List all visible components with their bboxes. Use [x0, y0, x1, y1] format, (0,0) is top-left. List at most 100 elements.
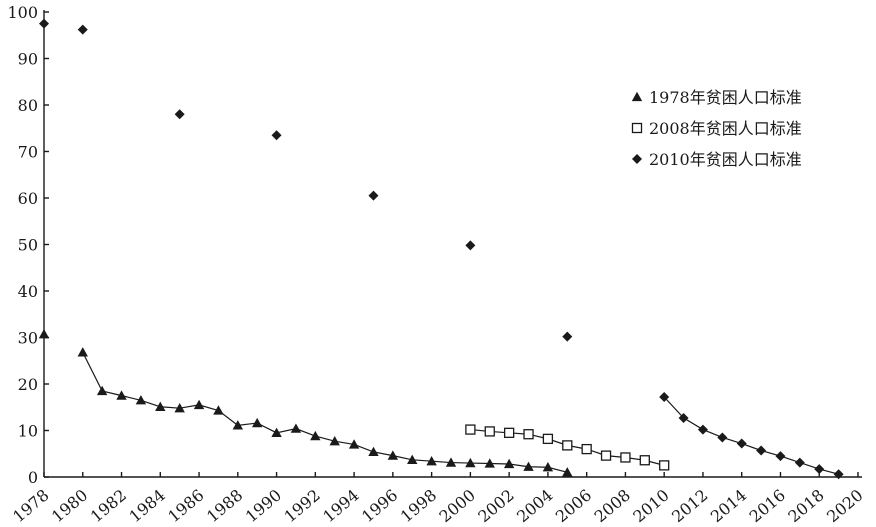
x-tick-label: 2000: [436, 486, 479, 527]
x-tick-label: 2020: [823, 486, 866, 527]
data-point-series-1: [310, 430, 321, 441]
data-point-series-3: [659, 392, 670, 403]
chart-axes: [43, 10, 862, 478]
x-tick-label: 1986: [164, 486, 207, 527]
x-tick-label: 1980: [48, 486, 91, 527]
data-point-series-3: [368, 190, 379, 201]
data-point-series-1: [348, 439, 360, 449]
data-point-series-1: [96, 385, 108, 396]
x-tick-label: 2014: [707, 486, 750, 527]
series-lines: [82, 352, 839, 475]
x-tick-label: 1988: [203, 486, 246, 527]
data-point-series-3: [794, 457, 805, 468]
x-tick-label: 1996: [358, 486, 401, 527]
data-point-series-1: [426, 455, 437, 466]
legend-label-2: 2008年贫困人口标准: [649, 119, 802, 138]
data-point-series-2: [600, 450, 612, 461]
y-tick-label: 50: [18, 236, 38, 255]
data-point-series-1: [77, 347, 88, 357]
data-point-series-3: [271, 130, 282, 141]
y-tick-label: 0: [28, 468, 38, 487]
data-point-series-2: [581, 443, 592, 455]
data-point-series-2: [659, 460, 670, 471]
x-tick-label: 2010: [629, 486, 672, 527]
data-point-series-1: [38, 329, 50, 339]
data-point-series-1: [135, 395, 147, 405]
data-point-series-1: [271, 427, 282, 437]
data-point-series-3: [697, 424, 708, 435]
y-tick-label: 90: [18, 50, 38, 69]
data-point-series-3: [174, 109, 185, 120]
y-tick-label: 60: [18, 189, 38, 208]
x-tick-label: 2006: [552, 486, 595, 527]
data-point-series-2: [562, 440, 573, 451]
x-tick-label: 1978: [9, 486, 52, 527]
x-tick-label: 1984: [125, 486, 168, 527]
data-point-series-3: [775, 451, 786, 462]
data-point-series-1: [368, 446, 379, 457]
data-point-series-1: [562, 467, 573, 477]
data-point-series-1: [387, 450, 399, 460]
series-line-3: [663, 396, 839, 475]
data-point-series-1: [155, 401, 166, 411]
data-point-series-3: [678, 412, 689, 423]
legend-marker-2: [631, 122, 643, 134]
x-tick-label: 2012: [668, 486, 711, 527]
x-tick-label: 2018: [784, 486, 827, 527]
data-point-series-1: [232, 420, 244, 430]
data-point-series-3: [562, 331, 573, 342]
data-point-series-2: [465, 424, 476, 435]
y-tick-label: 70: [18, 143, 38, 162]
data-point-series-1: [251, 417, 263, 428]
data-point-series-1: [523, 461, 534, 471]
x-tick-label: 1998: [397, 486, 440, 527]
data-point-series-1: [174, 402, 185, 413]
data-point-series-1: [290, 423, 302, 433]
x-tick-label: 1990: [242, 486, 285, 527]
x-tick-label: 2004: [513, 486, 556, 527]
x-tick-label: 1982: [87, 486, 130, 527]
chart-legend: 1978年贫困人口标准 2008年贫困人口标准 2010年贫困人口标准: [631, 88, 802, 169]
data-point-series-1: [484, 458, 495, 468]
legend-label-1: 1978年贫困人口标准: [649, 88, 802, 107]
data-point-series-1: [213, 405, 224, 415]
legend-label-3: 2010年贫困人口标准: [649, 150, 802, 169]
data-point-series-1: [445, 457, 457, 467]
data-point-series-2: [523, 429, 534, 440]
data-point-series-1: [503, 458, 515, 469]
x-tick-label: 1994: [319, 486, 362, 527]
data-point-series-2: [639, 455, 650, 466]
y-tick-label: 80: [18, 96, 38, 115]
y-tick-label: 40: [18, 282, 38, 301]
data-point-series-2: [542, 433, 554, 445]
x-axis-ticks: 1978198019821984198619881990199219941996…: [9, 472, 867, 527]
data-point-series-2: [620, 452, 631, 463]
data-point-series-1: [116, 390, 127, 400]
data-point-series-3: [39, 18, 49, 29]
legend-marker-3: [632, 154, 642, 164]
y-axis-ticks: 0 10 20 30 40 50 60 70 80 90 100: [7, 3, 49, 487]
data-point-series-1: [407, 454, 418, 464]
legend-marker-1: [631, 91, 643, 102]
data-point-series-2: [503, 427, 515, 438]
x-tick-label: 2016: [746, 486, 789, 527]
data-point-series-3: [833, 469, 844, 480]
y-tick-label: 10: [18, 422, 38, 441]
y-tick-label: 30: [18, 329, 38, 348]
y-tick-label: 100: [7, 3, 38, 22]
x-tick-label: 2002: [474, 486, 517, 527]
data-point-series-3: [814, 464, 825, 475]
data-point-series-3: [756, 445, 767, 456]
data-point-series-3: [465, 240, 476, 251]
series-line-1: [82, 352, 568, 473]
series-markers: [38, 18, 844, 480]
x-tick-label: 2008: [591, 486, 634, 527]
data-point-series-1: [193, 399, 205, 410]
data-point-series-1: [329, 435, 340, 446]
data-point-series-3: [717, 432, 728, 443]
data-point-series-3: [77, 24, 88, 35]
data-point-series-3: [736, 438, 747, 449]
data-point-series-2: [484, 426, 495, 437]
data-point-series-1: [542, 462, 554, 472]
